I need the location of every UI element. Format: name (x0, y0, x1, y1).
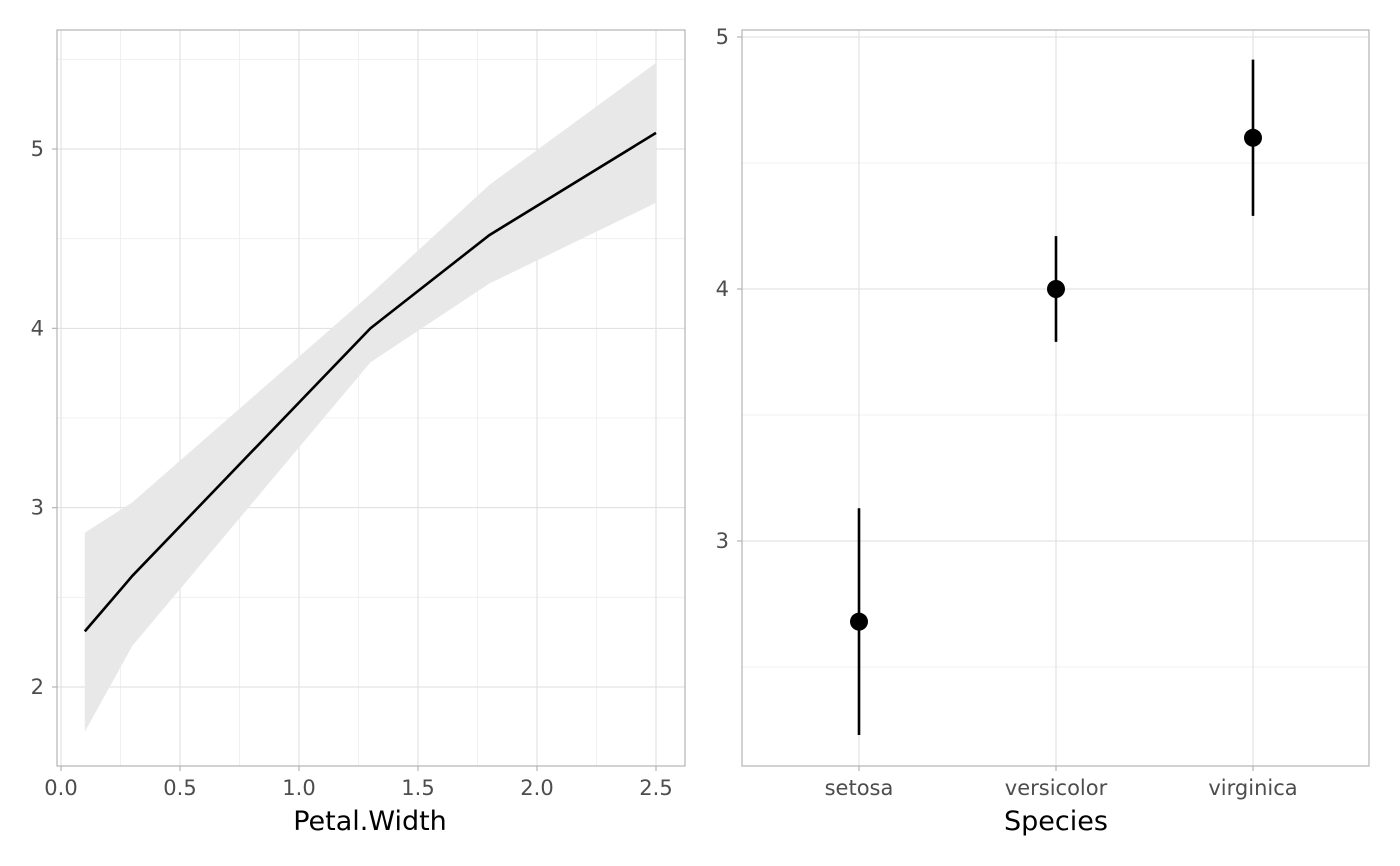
x-tick-label: 0.5 (163, 776, 196, 800)
y-tick-label: 5 (716, 25, 729, 49)
y-tick-label: 4 (31, 316, 44, 340)
y-tick-label: 2 (31, 675, 44, 699)
point-setosa (850, 612, 868, 631)
point-versicolor (1047, 280, 1065, 298)
x-tick-label: 1.0 (282, 776, 315, 800)
panel-border (56, 29, 686, 767)
species-panel: setosa versicolor virginica 3 4 5 (716, 25, 1370, 800)
x-tick-label: versicolor (1005, 776, 1108, 800)
x-tick-label: 2.0 (520, 776, 553, 800)
y-tick-label: 4 (716, 277, 729, 301)
y-tick-label: 3 (716, 529, 729, 553)
confidence-ribbon (84, 62, 657, 732)
point-virginica (1244, 128, 1262, 147)
y-tick-label: 5 (31, 137, 44, 161)
y-tick-label: 3 (31, 496, 44, 520)
x-tick-label: virginica (1208, 776, 1297, 800)
x-tick-label: setosa (825, 776, 894, 800)
fit-line (83, 131, 657, 633)
x-tick-label: 2.5 (639, 776, 672, 800)
x-tick-label: 1.5 (401, 776, 434, 800)
x-axis-title-petal-width: Petal.Width (293, 806, 447, 837)
petal-width-panel: 0.0 0.5 1.0 1.5 2.0 2.5 2 3 4 5 (31, 29, 686, 800)
x-tick-label: 0.0 (44, 776, 77, 800)
x-axis-title-species: Species (1004, 806, 1108, 837)
